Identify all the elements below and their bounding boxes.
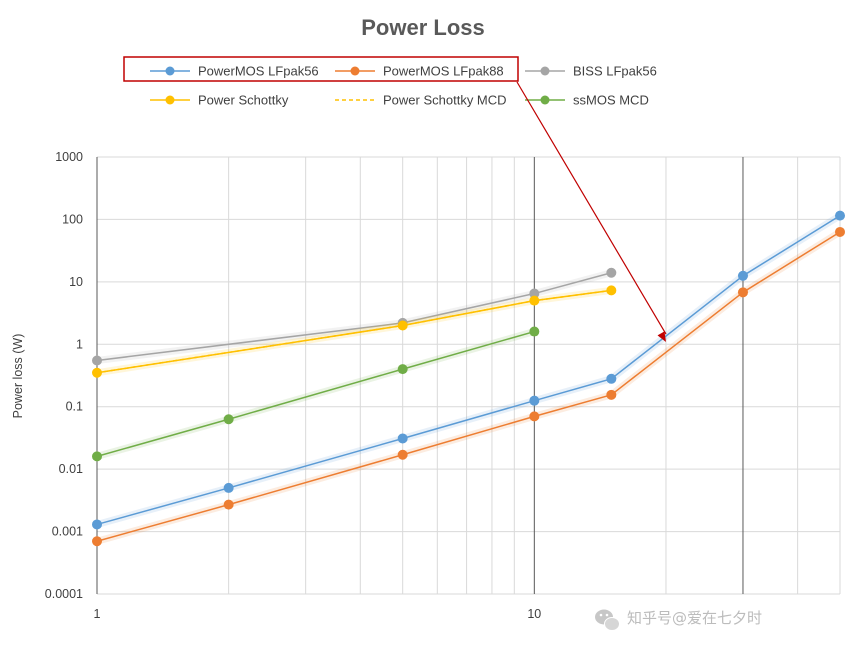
y-tick-label: 0.1 bbox=[66, 400, 83, 414]
y-axis-title: Power loss (W) bbox=[11, 334, 25, 419]
chart-title: Power Loss bbox=[361, 15, 484, 40]
data-point bbox=[529, 288, 540, 299]
y-tick-label: 0.001 bbox=[52, 525, 83, 539]
watermark-text: 知乎号@爱在七夕时 bbox=[627, 609, 762, 627]
y-tick-label: 1 bbox=[76, 337, 83, 351]
data-point bbox=[223, 499, 234, 510]
series-line bbox=[96, 330, 535, 458]
annotation-arrow-head bbox=[657, 331, 666, 343]
y-tick-label: 1000 bbox=[55, 150, 83, 164]
data-point bbox=[835, 226, 845, 237]
annotation-arrow bbox=[516, 81, 667, 343]
data-point bbox=[606, 267, 617, 278]
legend-marker bbox=[540, 95, 550, 105]
y-tick-label: 0.01 bbox=[59, 462, 83, 476]
series-line bbox=[96, 289, 612, 374]
legend: PowerMOS LFpak56 PowerMOS LFpak88 BISS LFp… bbox=[123, 56, 657, 108]
y-tick-label: 0.0001 bbox=[45, 587, 83, 601]
legend-label: Power Schottky bbox=[198, 93, 289, 108]
series-ssmos-mcd bbox=[92, 326, 540, 462]
series-powermos-lfpak88 bbox=[92, 226, 845, 547]
series-biss-lfpak56 bbox=[92, 267, 617, 366]
annotation-arrow-line bbox=[516, 81, 667, 335]
data-point bbox=[737, 270, 748, 281]
series-layer bbox=[92, 210, 845, 547]
x-tick-label: 1 bbox=[94, 607, 101, 621]
y-tick-label: 10 bbox=[69, 275, 83, 289]
legend-label: ssMOS MCD bbox=[573, 93, 649, 108]
grid-minor bbox=[97, 156, 841, 595]
data-point bbox=[606, 389, 617, 400]
data-point bbox=[529, 395, 540, 406]
series-glow bbox=[96, 212, 842, 528]
data-point bbox=[92, 536, 102, 547]
legend-item: PowerMOS LFpak88 bbox=[335, 64, 504, 79]
legend-item: PowerMOS LFpak56 bbox=[150, 64, 319, 79]
watermark: 知乎号@爱在七夕时 bbox=[595, 609, 762, 631]
data-point bbox=[606, 373, 617, 384]
wechat-icon bbox=[595, 609, 620, 631]
data-point bbox=[92, 355, 102, 366]
series-powermos-lfpak56 bbox=[92, 210, 845, 530]
y-axis-ticks: 0.0001 0.001 0.01 0.1 1 10 100 1000 bbox=[45, 150, 83, 601]
legend-item: Power Schottky MCD bbox=[335, 93, 507, 108]
series-line bbox=[96, 272, 612, 362]
legend-label: Power Schottky MCD bbox=[383, 93, 507, 108]
data-point bbox=[529, 411, 540, 422]
legend-item: BISS LFpak56 bbox=[525, 64, 657, 79]
legend-item: Power Schottky bbox=[150, 93, 289, 108]
data-point bbox=[223, 482, 234, 493]
legend-label: BISS LFpak56 bbox=[573, 64, 657, 79]
data-point bbox=[223, 414, 234, 425]
series-power-schottky-mcd bbox=[96, 289, 612, 374]
data-point bbox=[92, 451, 102, 462]
legend-highlight-box bbox=[123, 56, 519, 82]
legend-marker bbox=[165, 95, 175, 105]
legend-marker bbox=[540, 66, 550, 76]
grid-major bbox=[96, 157, 744, 594]
y-tick-label: 100 bbox=[62, 212, 83, 226]
x-tick-label: 10 bbox=[527, 607, 541, 621]
data-point bbox=[529, 326, 540, 337]
legend-item: ssMOS MCD bbox=[525, 93, 649, 108]
legend-marker bbox=[165, 66, 175, 76]
data-point bbox=[397, 364, 408, 375]
data-point bbox=[92, 519, 102, 530]
data-point bbox=[835, 210, 845, 221]
legend-label: PowerMOS LFpak88 bbox=[383, 64, 504, 79]
data-point bbox=[737, 287, 748, 298]
data-point bbox=[397, 433, 408, 444]
series-line bbox=[96, 215, 841, 526]
legend-marker bbox=[350, 66, 360, 76]
x-axis-ticks: 1 10 bbox=[94, 607, 542, 621]
legend-label: PowerMOS LFpak56 bbox=[198, 64, 319, 79]
data-point bbox=[397, 449, 408, 460]
